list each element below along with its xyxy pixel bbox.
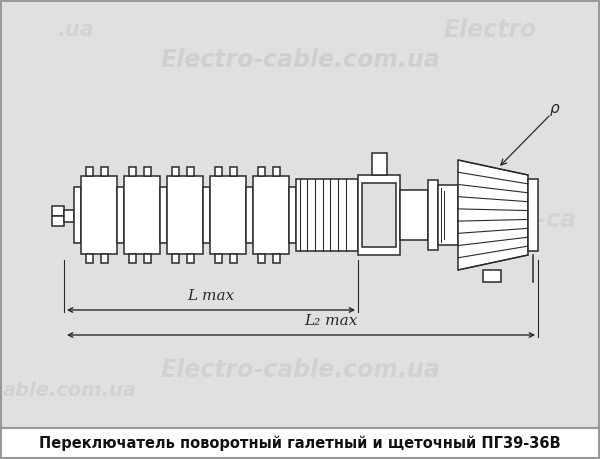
- Bar: [52, 206, 64, 216]
- Bar: [428, 180, 438, 250]
- Bar: [246, 187, 253, 243]
- Bar: [129, 167, 136, 176]
- Bar: [64, 210, 74, 222]
- Bar: [230, 254, 237, 263]
- Bar: [172, 254, 179, 263]
- Bar: [203, 187, 210, 243]
- Bar: [187, 254, 194, 263]
- Bar: [210, 176, 246, 254]
- Text: Electro-cable.com.ua: Electro-cable.com.ua: [160, 48, 440, 72]
- Bar: [483, 270, 501, 282]
- Bar: [117, 187, 124, 243]
- Text: Electro-cable.com.ua: Electro-cable.com.ua: [160, 358, 440, 382]
- Bar: [289, 187, 296, 243]
- Text: Electro-cable.com.ua: Electro-cable.com.ua: [160, 208, 440, 232]
- Bar: [172, 167, 179, 176]
- Text: Переключатель поворотный галетный и щеточный ПГ39-36В: Переключатель поворотный галетный и щето…: [39, 435, 561, 451]
- Text: L max: L max: [187, 289, 235, 303]
- Bar: [273, 167, 280, 176]
- Bar: [86, 254, 93, 263]
- Bar: [215, 167, 222, 176]
- Text: Electro: Electro: [443, 18, 536, 42]
- Bar: [296, 179, 358, 251]
- Text: L₂ max: L₂ max: [304, 314, 358, 328]
- Text: Electro-ca: Electro-ca: [443, 208, 577, 232]
- Polygon shape: [458, 160, 528, 270]
- Bar: [86, 167, 93, 176]
- Bar: [160, 187, 167, 243]
- Text: ρ: ρ: [550, 101, 560, 116]
- Bar: [215, 254, 222, 263]
- Bar: [101, 167, 108, 176]
- Bar: [74, 187, 81, 243]
- Bar: [1, 428, 599, 458]
- Bar: [400, 190, 428, 240]
- Bar: [372, 153, 387, 175]
- Bar: [258, 254, 265, 263]
- Bar: [438, 185, 458, 245]
- Bar: [81, 176, 117, 254]
- Bar: [253, 176, 289, 254]
- Bar: [167, 176, 203, 254]
- Bar: [528, 179, 538, 251]
- Bar: [124, 176, 160, 254]
- Bar: [144, 254, 151, 263]
- Bar: [187, 167, 194, 176]
- Bar: [52, 216, 64, 226]
- Text: able.com.ua: able.com.ua: [3, 381, 137, 399]
- Bar: [258, 167, 265, 176]
- Bar: [129, 254, 136, 263]
- Bar: [358, 175, 400, 255]
- Bar: [230, 167, 237, 176]
- Bar: [101, 254, 108, 263]
- Bar: [273, 254, 280, 263]
- Bar: [362, 183, 396, 247]
- Text: .ua: .ua: [56, 20, 94, 40]
- Bar: [144, 167, 151, 176]
